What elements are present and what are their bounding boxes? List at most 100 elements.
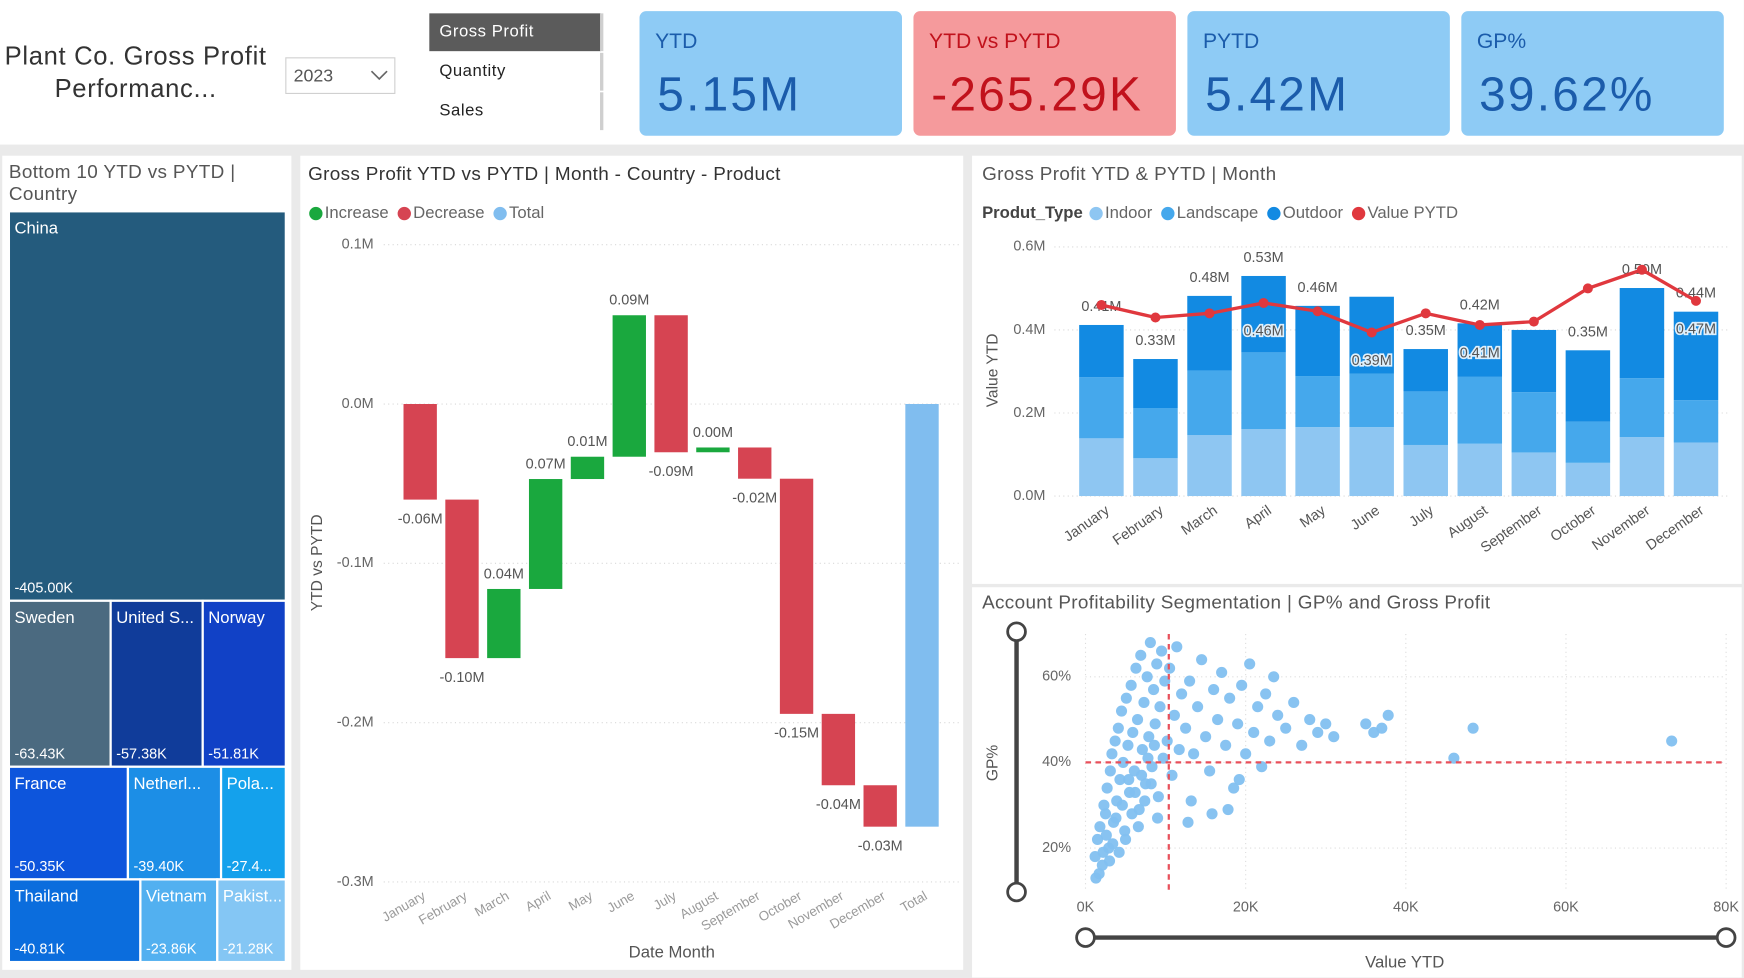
scatter-point xyxy=(1101,782,1113,794)
pytd-point xyxy=(1474,319,1485,330)
slider-handle[interactable] xyxy=(1075,927,1096,948)
chart-title: Account Profitability Segmentation | GP%… xyxy=(982,591,1491,613)
scatter-point xyxy=(1123,773,1135,786)
total-label: 0.35M xyxy=(1568,324,1608,340)
y-tick-label: -0.2M xyxy=(337,714,374,730)
waterfall-total-bar xyxy=(905,404,939,827)
measure-button-label: Gross Profit xyxy=(439,22,534,41)
data-label: -0.15M xyxy=(774,726,819,742)
measure-button[interactable] xyxy=(429,52,601,91)
stacked-bar xyxy=(1673,400,1719,443)
x-tick-label: 60K xyxy=(1553,899,1579,915)
slicer-chevron xyxy=(370,70,388,81)
stacked-bar xyxy=(1619,378,1665,438)
scatter-point xyxy=(1382,709,1394,721)
pytd-point xyxy=(1150,312,1161,323)
tile-value-label: -40.81K xyxy=(14,942,65,958)
scatter-point xyxy=(1224,692,1236,704)
chart-title: Bottom 10 YTD vs PYTD | Country xyxy=(8,161,236,205)
scatter-point xyxy=(1260,688,1272,700)
kpi-card xyxy=(639,11,902,136)
measure-button[interactable] xyxy=(429,13,601,52)
measure-button-label: Quantity xyxy=(439,61,506,80)
slider-handle[interactable] xyxy=(1006,881,1027,903)
tile-label: Norway xyxy=(208,608,265,627)
line-data-label: 0.39M xyxy=(1352,353,1392,369)
waterfall-bar xyxy=(612,315,646,457)
kpi-value: 5.42M xyxy=(1205,68,1349,121)
scatter-point xyxy=(1146,761,1158,773)
scatter-point xyxy=(1142,752,1154,764)
y-tick-label: 0.1M xyxy=(342,236,374,252)
tile-value-label: -27.4... xyxy=(227,859,272,875)
scatter-point xyxy=(1184,675,1196,687)
data-label: 0.04M xyxy=(484,566,524,582)
scatter-point xyxy=(1280,722,1292,734)
legend-label: Decrease xyxy=(413,203,484,222)
total-label: 0.44M xyxy=(1676,286,1716,302)
pytd-point xyxy=(1690,295,1701,306)
scatter-point xyxy=(1192,701,1204,713)
stacked-bar xyxy=(1349,427,1394,497)
treemap-tile xyxy=(7,878,142,964)
scatter-point xyxy=(1467,722,1479,734)
y-tick-label: 40% xyxy=(1042,754,1071,770)
tile-value-label: -51.81K xyxy=(208,746,259,762)
slider-handle[interactable] xyxy=(1006,621,1027,643)
kpi-label: YTD xyxy=(655,30,697,53)
legend-label: Increase xyxy=(325,203,389,222)
data-label: -0.10M xyxy=(440,670,485,686)
y-axis-label: GP% xyxy=(984,745,1001,781)
stacked-bar xyxy=(1403,349,1448,392)
scatter-point xyxy=(1240,748,1252,760)
scatter-point xyxy=(1113,846,1125,858)
scatter-point xyxy=(1100,829,1112,841)
y-axis-label: Value YTD xyxy=(984,333,1001,407)
x-tick-label: 20K xyxy=(1233,899,1259,915)
waterfall-bar xyxy=(654,315,688,453)
x-axis-label: Date Month xyxy=(629,943,715,962)
measure-button[interactable] xyxy=(429,92,601,131)
pytd-point xyxy=(1312,306,1323,317)
stacked-bar xyxy=(1241,429,1286,497)
y-tick-label: 0.0M xyxy=(342,396,374,412)
tile-value-label: -50.35K xyxy=(14,859,65,875)
scatter-point xyxy=(1188,748,1200,760)
scatter-point xyxy=(1256,761,1268,773)
scatter-point xyxy=(1152,812,1164,824)
page-title: Plant Co. Gross Profit Performanc... xyxy=(4,41,267,103)
legend-marker xyxy=(1161,206,1175,221)
stacked-bar xyxy=(1241,275,1286,353)
stacked-bar xyxy=(1295,427,1340,497)
scatter-point xyxy=(1222,803,1234,816)
data-label: -0.03M xyxy=(858,839,903,855)
scatter-point xyxy=(1233,773,1245,786)
y-tick-label: 20% xyxy=(1042,840,1071,856)
waterfall-bar xyxy=(528,479,563,589)
kpi-label: GP% xyxy=(1477,30,1527,53)
stacked-bar xyxy=(1187,370,1232,436)
data-label: -0.04M xyxy=(816,797,861,813)
tile-label: China xyxy=(14,219,58,238)
stacked-bar xyxy=(1133,359,1178,409)
x-tick-label: 0K xyxy=(1077,899,1095,915)
treemap-tile xyxy=(139,878,219,964)
scatter-point xyxy=(1236,679,1248,691)
scatter-point xyxy=(1097,846,1109,858)
data-label: 0.09M xyxy=(609,293,649,309)
scatter-point xyxy=(1120,692,1132,704)
legend-marker xyxy=(493,206,507,221)
scatter-point xyxy=(1098,799,1110,811)
pytd-point xyxy=(1366,327,1377,338)
scatter-point xyxy=(1154,701,1166,713)
scatter-point xyxy=(1122,739,1134,751)
scatter-point xyxy=(1157,752,1169,764)
waterfall-bar xyxy=(779,478,814,714)
slider-handle[interactable] xyxy=(1715,927,1737,948)
stacked-bar xyxy=(1349,373,1394,428)
y-axis-label: YTD vs PYTD xyxy=(309,514,326,611)
waterfall-bar xyxy=(863,785,897,827)
stacked-bar xyxy=(1511,329,1557,393)
tile-label: Sweden xyxy=(14,608,74,627)
scatter-point xyxy=(1252,701,1264,713)
